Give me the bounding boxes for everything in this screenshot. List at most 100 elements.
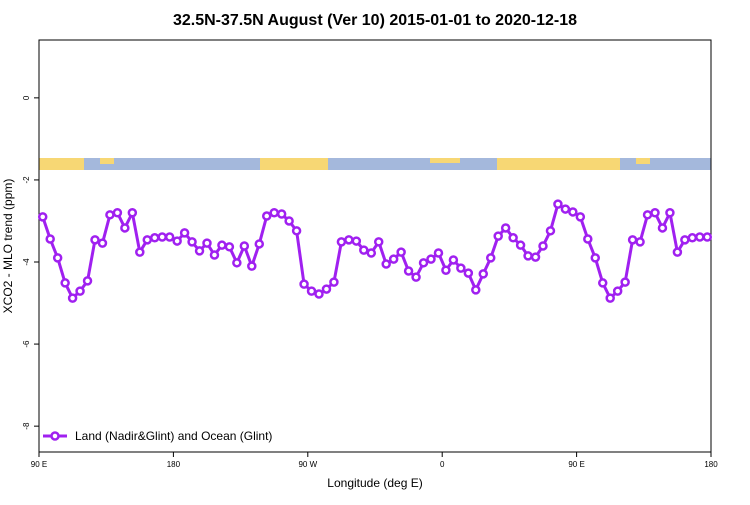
data-point — [45, 234, 55, 244]
x-tick-label: 0 — [440, 460, 445, 469]
data-point — [232, 258, 242, 268]
data-point — [403, 266, 414, 276]
data-point — [314, 289, 324, 299]
data-point — [60, 278, 70, 288]
y-tick-label: -8 — [22, 422, 31, 430]
data-point — [127, 208, 138, 218]
data-point — [261, 211, 272, 221]
data-point — [37, 212, 48, 222]
data-point — [433, 248, 444, 258]
data-point — [120, 223, 130, 233]
data-point — [515, 240, 526, 250]
data-point — [538, 241, 548, 251]
data-point — [575, 212, 586, 222]
data-point — [97, 238, 108, 248]
data-point — [142, 235, 153, 245]
data-point — [456, 263, 466, 273]
data-point — [635, 237, 645, 247]
y-tick-label: -6 — [22, 340, 31, 348]
data-point — [485, 253, 496, 263]
x-tick-label: 180 — [704, 460, 718, 469]
data-point — [568, 207, 578, 217]
data-point — [373, 237, 384, 247]
data-point — [187, 237, 197, 247]
data-point — [321, 284, 332, 294]
data-point — [665, 208, 675, 218]
data-point — [157, 232, 167, 242]
data-point — [75, 286, 85, 296]
data-point — [680, 235, 690, 245]
data-point — [702, 232, 713, 242]
data-point — [336, 237, 347, 247]
data-point — [545, 226, 556, 236]
data-point — [351, 236, 362, 246]
legend-label: Land (Nadir&Glint) and Ocean (Glint) — [75, 429, 272, 443]
data-point — [478, 269, 489, 279]
y-tick-label: -4 — [22, 258, 31, 266]
x-tick-label: 90 E — [31, 460, 47, 469]
data-point — [90, 235, 100, 245]
data-point — [67, 293, 78, 303]
data-point — [82, 276, 93, 286]
data-point — [276, 209, 287, 219]
data-point — [426, 254, 436, 264]
data-point — [329, 277, 339, 287]
data-point — [642, 210, 653, 220]
y-axis-label: XCO2 - MLO trend (ppm) — [1, 179, 15, 314]
plot-frame — [38, 39, 712, 453]
data-point — [194, 246, 205, 256]
y-tick-label: -2 — [22, 176, 31, 184]
data-point — [224, 242, 235, 252]
data-point — [299, 279, 309, 289]
data-point — [463, 268, 474, 278]
data-point — [135, 247, 145, 257]
data-point — [381, 259, 391, 269]
data-point — [650, 208, 660, 218]
data-point — [344, 235, 354, 245]
data-point — [530, 252, 541, 262]
data-point — [523, 251, 533, 261]
data-point — [112, 208, 123, 218]
x-axis-label: Longitude (deg E) — [327, 476, 422, 490]
data-point — [657, 223, 668, 233]
data-point — [306, 286, 317, 296]
data-point — [359, 245, 369, 255]
data-point — [172, 236, 182, 246]
data-point — [366, 248, 377, 258]
data-point — [620, 277, 630, 287]
data-point — [164, 232, 175, 242]
data-point — [612, 286, 623, 296]
x-tick-label: 90 E — [568, 460, 584, 469]
data-point — [179, 228, 190, 238]
data-point — [291, 226, 302, 236]
y-tick-label: 0 — [22, 95, 31, 100]
x-tick-label: 90 W — [298, 460, 317, 469]
data-point — [627, 235, 638, 245]
data-point — [695, 232, 705, 242]
data-point — [471, 285, 481, 295]
data-point — [105, 210, 115, 220]
data-point — [284, 216, 294, 226]
data-point — [209, 250, 220, 260]
data-point — [500, 223, 511, 233]
data-point — [418, 258, 429, 268]
data-point — [149, 233, 160, 243]
data-point — [597, 278, 608, 288]
data-point — [560, 204, 571, 214]
data-point — [388, 254, 399, 264]
chart-title: 32.5N-37.5N August (Ver 10) 2015-01-01 t… — [173, 12, 577, 29]
data-point — [590, 253, 601, 263]
data-point — [269, 208, 279, 218]
data-point — [553, 199, 563, 209]
data-point — [411, 272, 421, 282]
data-point — [493, 231, 503, 241]
data-point — [239, 241, 250, 251]
data-point — [441, 265, 451, 275]
data-point — [583, 234, 593, 244]
data-point — [672, 247, 683, 257]
data-point — [254, 239, 265, 249]
data-point — [217, 240, 227, 250]
land-ocean-strip — [39, 158, 711, 170]
data-point — [508, 233, 518, 243]
